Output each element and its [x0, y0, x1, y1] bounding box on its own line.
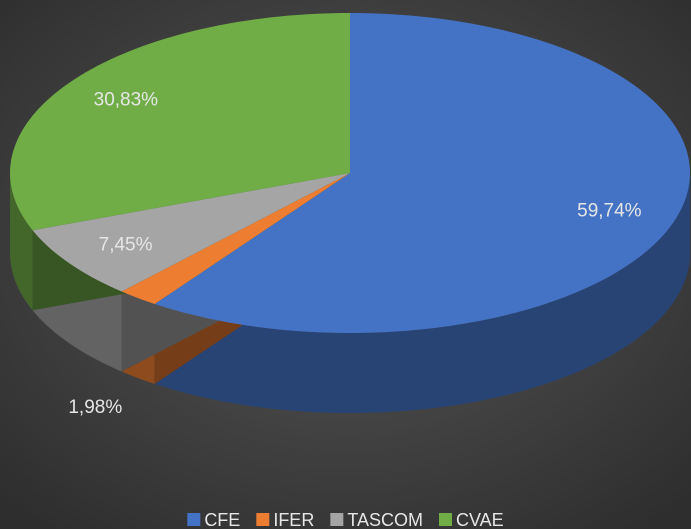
data-label: 1,98%: [68, 397, 122, 418]
legend-label: CFE: [204, 510, 240, 529]
slice: [32, 173, 351, 292]
slice-side: [154, 173, 690, 413]
slice: [121, 173, 350, 304]
slice-side: [10, 173, 33, 311]
legend-label: CVAE: [456, 510, 504, 529]
legend-swatch: [330, 513, 344, 526]
data-label: 59,74%: [577, 201, 642, 222]
legend-swatch: [439, 513, 452, 526]
slice: [154, 13, 690, 333]
legend-swatch: [256, 513, 270, 526]
data-label: 30,83%: [94, 90, 159, 111]
legend-item: IFER: [256, 510, 314, 529]
legend-item: CVAE: [439, 510, 504, 529]
legend-item: TASCOM: [330, 510, 423, 529]
legend-swatch: [187, 513, 201, 526]
data-label: 7,45%: [99, 234, 153, 255]
legend-label: TASCOM: [347, 510, 423, 529]
legend-label: IFER: [273, 510, 314, 529]
slice: [10, 13, 351, 231]
legend-item: CFE: [187, 510, 240, 529]
